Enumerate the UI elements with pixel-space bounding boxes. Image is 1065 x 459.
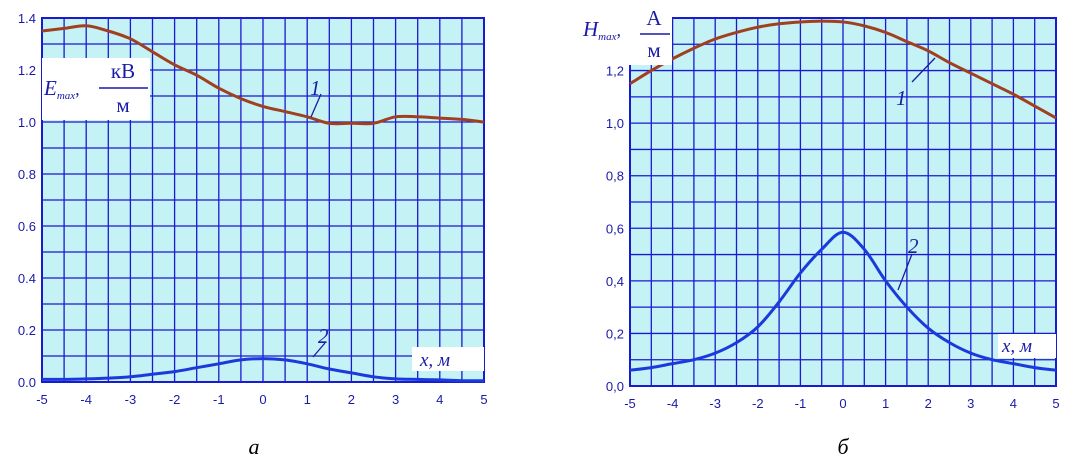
series-1-line-b [629, 19, 1057, 120]
x-tick-label: -1 [795, 396, 807, 411]
chart-panel-a: 0.0 0.2 0.4 0.6 0.8 1.0 1.2 1.4 -5 -4 -3 -2 -1 0 1 2 3 4… [18, 11, 488, 459]
x-tick-label: 1 [882, 396, 889, 411]
plot-frame [629, 17, 1057, 387]
x-tick-label: -1 [213, 392, 225, 407]
x-tick-label: -4 [667, 396, 679, 411]
ylabel-num-a: кВ [111, 59, 135, 83]
ylabel-box-a [42, 58, 150, 120]
y-tick-label: 1,2 [606, 64, 624, 79]
y-tick-label: 1.4 [18, 11, 36, 26]
y-tick-label: 0,2 [606, 326, 624, 341]
x-tick-label: -2 [752, 396, 764, 411]
y-tick-label: 1.2 [18, 63, 36, 78]
x-tick-label: 0 [839, 396, 846, 411]
y-tick-label: 0.2 [18, 323, 36, 338]
y-tick-label: 0,4 [606, 274, 624, 289]
series-2-leader-a [312, 342, 326, 358]
ylabel-symbol-b: H [582, 17, 600, 41]
xlabel-box-b [998, 334, 1056, 358]
y-tick-label: 0,6 [606, 221, 624, 236]
y-tick-label: 0.8 [18, 167, 36, 182]
y-tick-label: 0.0 [18, 375, 36, 390]
series-2-line-a [41, 357, 485, 383]
x-tick-label: -5 [624, 396, 636, 411]
ylabel-den-b: м [647, 38, 660, 62]
x-tick-labels-a: -5 -4 -3 -2 -1 0 1 2 3 4 5 [36, 392, 487, 407]
y-tick-label: 1.0 [18, 115, 36, 130]
ylabel-box-b [580, 5, 672, 65]
ylabel-symbol-a: E [43, 76, 57, 100]
y-tick-labels-a: 0.0 0.2 0.4 0.6 0.8 1.0 1.2 1.4 [18, 11, 36, 390]
panel-label-a: а [249, 434, 260, 459]
y-tick-label: 1,0 [606, 116, 624, 131]
ylabel-den-a: м [116, 93, 129, 117]
svg-text:Hmax,: Hmax, [582, 17, 621, 43]
x-tick-label: -4 [80, 392, 92, 407]
x-tick-label: -2 [169, 392, 181, 407]
x-tick-label: 5 [480, 392, 487, 407]
xlabel-box-a [412, 347, 484, 371]
plot-frame [41, 17, 485, 383]
xlabel-b: x, м [1001, 336, 1032, 357]
series-1-line-a [41, 24, 485, 126]
x-tick-label: 3 [967, 396, 974, 411]
series-2-line-b [629, 230, 1057, 372]
x-tick-label: 1 [304, 392, 311, 407]
xlabel-a: x, м [419, 350, 450, 371]
series-1-label-a: 1 [310, 76, 321, 100]
grid-b [629, 17, 1057, 387]
x-tick-label: -3 [709, 396, 721, 411]
series-1-leader-a [310, 93, 322, 118]
x-tick-label: 3 [392, 392, 399, 407]
panel-label-b: б [837, 434, 849, 459]
x-tick-label: 4 [1010, 396, 1017, 411]
x-tick-label: 5 [1052, 396, 1059, 411]
ylabel-num-b: А [646, 6, 662, 30]
ylabel-sub-b: max [598, 31, 616, 43]
y-tick-label: 0,8 [606, 169, 624, 184]
series-2-label-a: 2 [318, 324, 329, 348]
series-1-leader-b [911, 57, 936, 83]
series-2-label-b: 2 [908, 234, 919, 258]
x-tick-label: 2 [348, 392, 355, 407]
svg-text:Emax,: Emax, [43, 76, 80, 102]
chart-panel-b: 0,0 0,2 0,4 0,6 0,8 1,0 1,2 -5 -4 -3 -2 -1 0 1 2 3 4 5 H… [580, 5, 1060, 459]
x-tick-label: 4 [436, 392, 443, 407]
series-2-leader-b [897, 253, 913, 291]
x-tick-label: 2 [925, 396, 932, 411]
x-tick-label: -5 [36, 392, 48, 407]
y-tick-label: 0.6 [18, 219, 36, 234]
series-1-label-b: 1 [896, 86, 907, 110]
x-tick-label: -3 [125, 392, 137, 407]
y-tick-label: 0.4 [18, 271, 36, 286]
ylabel-sub-a: max [57, 90, 75, 102]
y-tick-label: 0,0 [606, 379, 624, 394]
x-tick-labels-b: -5 -4 -3 -2 -1 0 1 2 3 4 5 [624, 396, 1059, 411]
x-tick-label: 0 [259, 392, 266, 407]
y-tick-labels-b: 0,0 0,2 0,4 0,6 0,8 1,0 1,2 [606, 64, 624, 394]
